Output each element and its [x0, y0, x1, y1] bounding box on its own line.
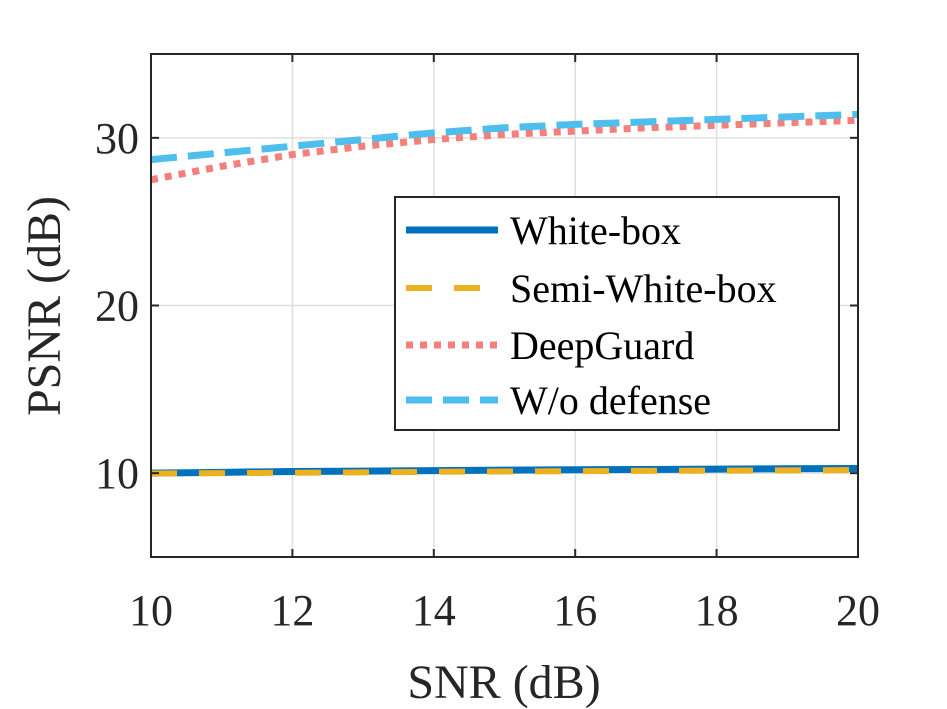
- x-tick-labels: 10 12 14 16 18 20: [129, 586, 880, 635]
- x-axis-label: SNR (dB): [407, 656, 600, 709]
- y-tick-label: 20: [95, 282, 139, 331]
- series-layer: [150, 110, 859, 477]
- legend-label: DeepGuard: [510, 323, 694, 368]
- series-line-deepguard: [150, 116, 859, 184]
- x-tick-label: 18: [695, 586, 739, 635]
- legend-label: Semi-White-box: [510, 266, 777, 311]
- legend-box: [394, 196, 840, 431]
- y-tick-label: 10: [95, 449, 139, 498]
- series-line-w-o-defense: [150, 110, 859, 164]
- series-line-semi-white-box: [150, 467, 859, 477]
- x-tick-label: 14: [412, 586, 456, 635]
- tick-marks: [150, 54, 859, 557]
- y-axis-label: PSNR (dB): [18, 196, 71, 416]
- x-tick-label: 16: [553, 586, 597, 635]
- x-tick-label: 20: [836, 586, 880, 635]
- y-tick-label: 30: [95, 114, 139, 163]
- legend-label: W/o defense: [510, 378, 711, 423]
- x-tick-label: 12: [270, 586, 314, 635]
- legend: White-box Semi-White-box DeepGuard W/o defe…: [394, 196, 840, 431]
- y-tick-labels: 10 20 30: [95, 114, 139, 498]
- legend-label: White-box: [510, 208, 681, 253]
- x-tick-label: 10: [129, 586, 173, 635]
